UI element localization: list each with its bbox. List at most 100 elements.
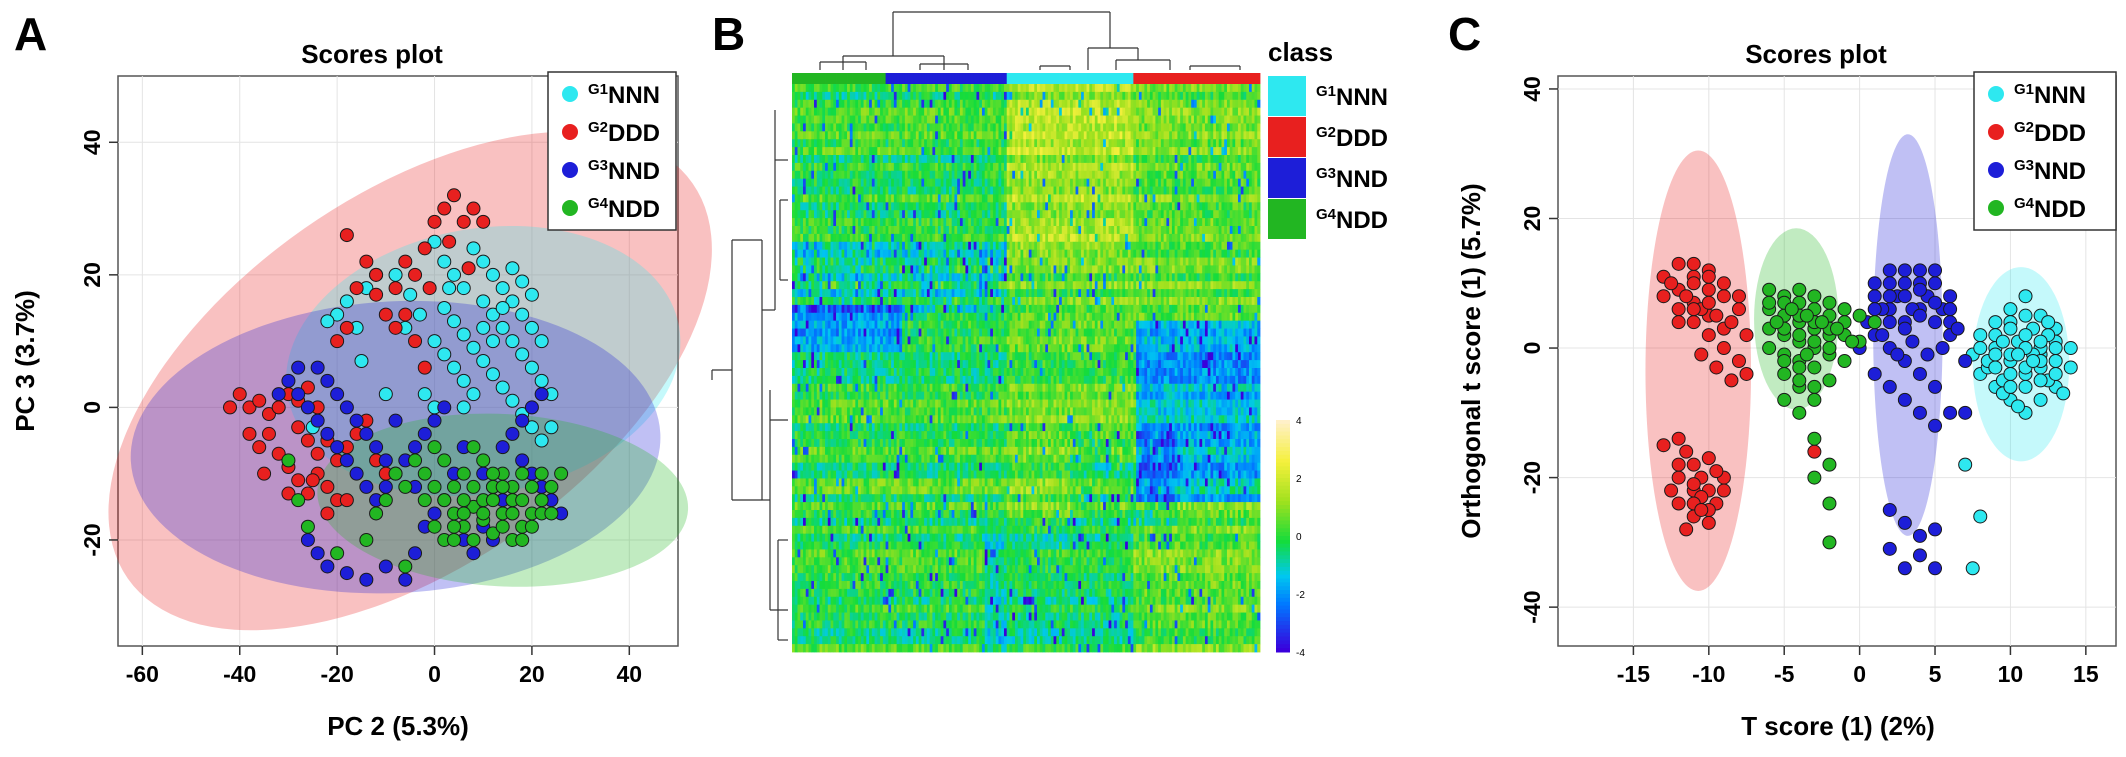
point-g3nnd <box>301 533 314 546</box>
heatmap-cell <box>811 155 814 163</box>
heatmap-cell <box>1125 273 1128 281</box>
heatmap-cell <box>1106 108 1109 116</box>
heatmap-cell <box>1133 242 1136 250</box>
heatmap-cell <box>1147 139 1150 147</box>
heatmap-cell <box>924 163 927 171</box>
heatmap-cell <box>957 226 960 234</box>
heatmap-cell <box>894 179 897 187</box>
heatmap-cell <box>1142 163 1145 171</box>
heatmap-cell <box>1257 171 1260 179</box>
heatmap-cell <box>987 131 990 139</box>
heatmap-cell <box>842 194 845 202</box>
heatmap-cell <box>1131 116 1134 124</box>
heatmap-cell <box>985 123 988 131</box>
heatmap-cell <box>960 265 963 273</box>
heatmap-cell <box>1092 84 1095 92</box>
heatmap-cell <box>1172 139 1175 147</box>
heatmap-cell <box>1144 234 1147 242</box>
heatmap-cell <box>853 108 856 116</box>
heatmap-cell <box>1227 242 1230 250</box>
heatmap-cell <box>1254 179 1257 187</box>
heatmap-cell <box>899 155 902 163</box>
point-g3nnd <box>321 374 334 387</box>
heatmap-cell <box>897 100 900 108</box>
heatmap-cell <box>1070 242 1073 250</box>
heatmap-cell <box>938 273 941 281</box>
heatmap-cell <box>883 210 886 218</box>
heatmap-cell <box>792 250 795 258</box>
heatmap-cell <box>954 116 957 124</box>
class-bar-cell <box>1232 73 1235 84</box>
heatmap-cell <box>1249 84 1252 92</box>
heatmap-cell <box>935 131 938 139</box>
heatmap-cell <box>1045 179 1048 187</box>
heatmap-cell <box>1139 187 1142 195</box>
heatmap-cell <box>842 147 845 155</box>
heatmap-cell <box>1081 179 1084 187</box>
heatmap-cell <box>1059 265 1062 273</box>
heatmap-cell <box>1180 139 1183 147</box>
heatmap-cell <box>814 202 817 210</box>
heatmap-cell <box>1208 84 1211 92</box>
heatmap-cell <box>1208 273 1211 281</box>
heatmap-cell <box>949 84 952 92</box>
heatmap-cell <box>814 171 817 179</box>
heatmap-cell <box>1136 171 1139 179</box>
heatmap-cell <box>965 171 968 179</box>
heatmap-cell <box>963 218 966 226</box>
heatmap-cell <box>1001 210 1004 218</box>
heatmap-cell <box>1092 100 1095 108</box>
heatmap-cell <box>1040 210 1043 218</box>
heatmap-cell <box>883 258 886 266</box>
heatmap-cell <box>1048 202 1051 210</box>
heatmap-cell <box>1059 250 1062 258</box>
heatmap-cell <box>919 289 922 297</box>
heatmap-cell <box>1227 123 1230 131</box>
heatmap-cell <box>891 171 894 179</box>
heatmap-cell <box>1230 147 1233 155</box>
heatmap-cell <box>1073 210 1076 218</box>
heatmap-cell <box>1034 202 1037 210</box>
heatmap-cell <box>1232 179 1235 187</box>
heatmap-cell <box>806 123 809 131</box>
heatmap-cell <box>916 131 919 139</box>
point-g1nnn <box>355 355 368 368</box>
heatmap-cell <box>952 234 955 242</box>
heatmap-cell <box>806 171 809 179</box>
heatmap-cell <box>996 147 999 155</box>
heatmap-cell <box>1221 218 1224 226</box>
heatmap-cell <box>1032 281 1035 289</box>
heatmap-cell <box>943 163 946 171</box>
heatmap-cell <box>1188 210 1191 218</box>
heatmap-cell <box>894 187 897 195</box>
heatmap-cell <box>1139 234 1142 242</box>
heatmap-cell <box>814 179 817 187</box>
heatmap-cell <box>1197 139 1200 147</box>
heatmap-cell <box>1158 226 1161 234</box>
heatmap-cell <box>1037 258 1040 266</box>
heatmap-cell <box>817 139 820 147</box>
heatmap-cell <box>880 163 883 171</box>
heatmap-cell <box>1131 139 1134 147</box>
heatmap-cell <box>1238 155 1241 163</box>
heatmap-cell <box>839 210 842 218</box>
heatmap-cell <box>935 171 938 179</box>
heatmap-cell <box>798 258 801 266</box>
heatmap-cell <box>921 179 924 187</box>
heatmap-cell <box>998 210 1001 218</box>
heatmap-cell <box>1067 218 1070 226</box>
heatmap-cell <box>891 155 894 163</box>
heatmap-cell <box>1059 163 1062 171</box>
heatmap-cell <box>894 218 897 226</box>
heatmap-cell <box>1235 155 1238 163</box>
heatmap-cell <box>1186 202 1189 210</box>
heatmap-cell <box>1188 155 1191 163</box>
heatmap-cell <box>899 179 902 187</box>
heatmap-cell <box>938 108 941 116</box>
heatmap-cell <box>1164 187 1167 195</box>
heatmap-cell <box>974 139 977 147</box>
y-tick-label: 0 <box>79 401 105 414</box>
heatmap-cell <box>864 210 867 218</box>
heatmap-cell <box>1117 147 1120 155</box>
heatmap-cell <box>811 226 814 234</box>
